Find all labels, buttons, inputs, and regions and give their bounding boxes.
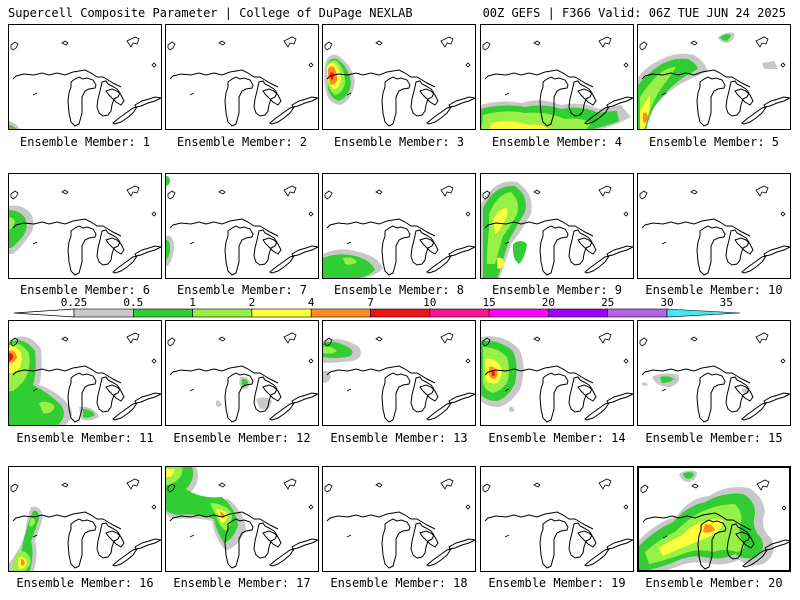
legend-left-arrow — [14, 308, 75, 318]
member-label: Ensemble Member: 12 — [173, 431, 311, 445]
ensemble-map-member-10[interactable] — [637, 173, 791, 279]
map-graphic — [324, 478, 475, 569]
legend-swatch — [548, 308, 609, 318]
legend-swatch — [192, 308, 253, 318]
map-graphic — [324, 36, 475, 127]
map-graphic — [481, 36, 633, 129]
map-graphic — [167, 36, 318, 127]
map-graphic — [323, 185, 475, 278]
map-graphic — [638, 32, 790, 129]
ensemble-map-member-15[interactable] — [637, 320, 791, 426]
legend-tick-label: 0.25 — [60, 296, 88, 309]
member-label: Ensemble Member: 5 — [648, 135, 780, 149]
member-label: Ensemble Member: 17 — [173, 576, 311, 590]
member-label: Ensemble Member: 6 — [19, 283, 151, 297]
member-label: Ensemble Member: 9 — [491, 283, 623, 297]
member-label: Ensemble Member: 7 — [176, 283, 308, 297]
legend-swatch — [251, 308, 312, 318]
map-graphic — [9, 478, 161, 571]
map-graphic — [482, 478, 633, 569]
ensemble-map-member-6[interactable] — [8, 173, 162, 279]
ensemble-map-member-16[interactable] — [8, 466, 162, 572]
member-label: Ensemble Member: 13 — [330, 431, 468, 445]
legend-tick-label: 7 — [367, 296, 374, 309]
member-label: Ensemble Member: 2 — [176, 135, 308, 149]
legend-swatch — [607, 308, 668, 318]
legend-swatch — [310, 308, 371, 318]
ensemble-map-member-11[interactable] — [8, 320, 162, 426]
legend-tick-label: 4 — [307, 296, 315, 309]
legend-swatch — [429, 308, 490, 318]
legend-colorbar — [14, 308, 741, 318]
ensemble-map-member-2[interactable] — [165, 24, 319, 130]
map-graphic — [9, 36, 161, 129]
legend-tick-label: 15 — [482, 296, 496, 309]
legend-tick-label: 2 — [248, 296, 256, 309]
ensemble-map-member-9[interactable] — [480, 173, 634, 279]
map-graphic — [323, 332, 475, 423]
legend-tick-label: 0.5 — [123, 296, 144, 309]
header-run-info: 00Z GEFS | F366 Valid: 06Z TUE JUN 24 20… — [482, 6, 786, 20]
ensemble-map-member-17[interactable] — [165, 466, 319, 572]
legend-tick-label: 30 — [660, 296, 674, 309]
legend-swatch — [488, 308, 549, 318]
ensemble-map-member-3[interactable] — [322, 24, 476, 130]
member-label: Ensemble Member: 1 — [19, 135, 151, 149]
member-label: Ensemble Member: 16 — [16, 576, 154, 590]
legend-swatch — [73, 308, 134, 318]
legend-tick-label: 20 — [541, 296, 556, 309]
map-graphic — [9, 185, 161, 276]
member-label: Ensemble Member: 18 — [330, 576, 468, 590]
legend-tick-label: 35 — [719, 296, 733, 309]
ensemble-map-member-18[interactable] — [322, 466, 476, 572]
member-label: Ensemble Member: 19 — [488, 576, 626, 590]
header-title: Supercell Composite Parameter | College … — [8, 6, 413, 20]
map-graphic — [639, 332, 790, 423]
map-graphic — [481, 181, 633, 278]
legend-tick-label: 25 — [601, 296, 615, 309]
legend-swatch — [370, 308, 431, 318]
color-legend: 0.25 0.5 1 2 4 7 10 15 20 25 30 35 — [14, 297, 788, 321]
legend-tick-label: 10 — [423, 296, 437, 309]
ensemble-map-member-5[interactable] — [637, 24, 791, 130]
map-graphic — [166, 467, 318, 569]
map-graphic — [9, 332, 161, 425]
member-label: Ensemble Member: 11 — [16, 431, 154, 445]
map-graphic — [481, 332, 633, 423]
ensemble-map-member-7[interactable] — [165, 173, 319, 279]
map-graphic — [166, 176, 318, 276]
ensemble-map-member-8[interactable] — [322, 173, 476, 279]
ensemble-map-member-19[interactable] — [480, 466, 634, 572]
ensemble-map-member-12[interactable] — [165, 320, 319, 426]
ensemble-map-member-20[interactable] — [637, 466, 791, 572]
member-label: Ensemble Member: 14 — [488, 431, 626, 445]
legend-tick-label: 1 — [189, 296, 196, 309]
map-graphic — [167, 332, 318, 423]
member-label: Ensemble Member: 20 — [645, 576, 783, 590]
map-graphic — [639, 470, 789, 570]
member-label: Ensemble Member: 15 — [645, 431, 783, 445]
ensemble-map-member-1[interactable] — [8, 24, 162, 130]
ensemble-map-member-14[interactable] — [480, 320, 634, 426]
ensemble-map-member-13[interactable] — [322, 320, 476, 426]
member-label: Ensemble Member: 3 — [333, 135, 465, 149]
legend-swatch — [133, 308, 193, 318]
legend-swatch — [666, 308, 741, 318]
member-label: Ensemble Member: 8 — [333, 283, 465, 297]
member-label: Ensemble Member: 4 — [491, 135, 623, 149]
map-graphic — [639, 185, 790, 276]
ensemble-map-member-4[interactable] — [480, 24, 634, 130]
member-label: Ensemble Member: 10 — [645, 283, 783, 297]
